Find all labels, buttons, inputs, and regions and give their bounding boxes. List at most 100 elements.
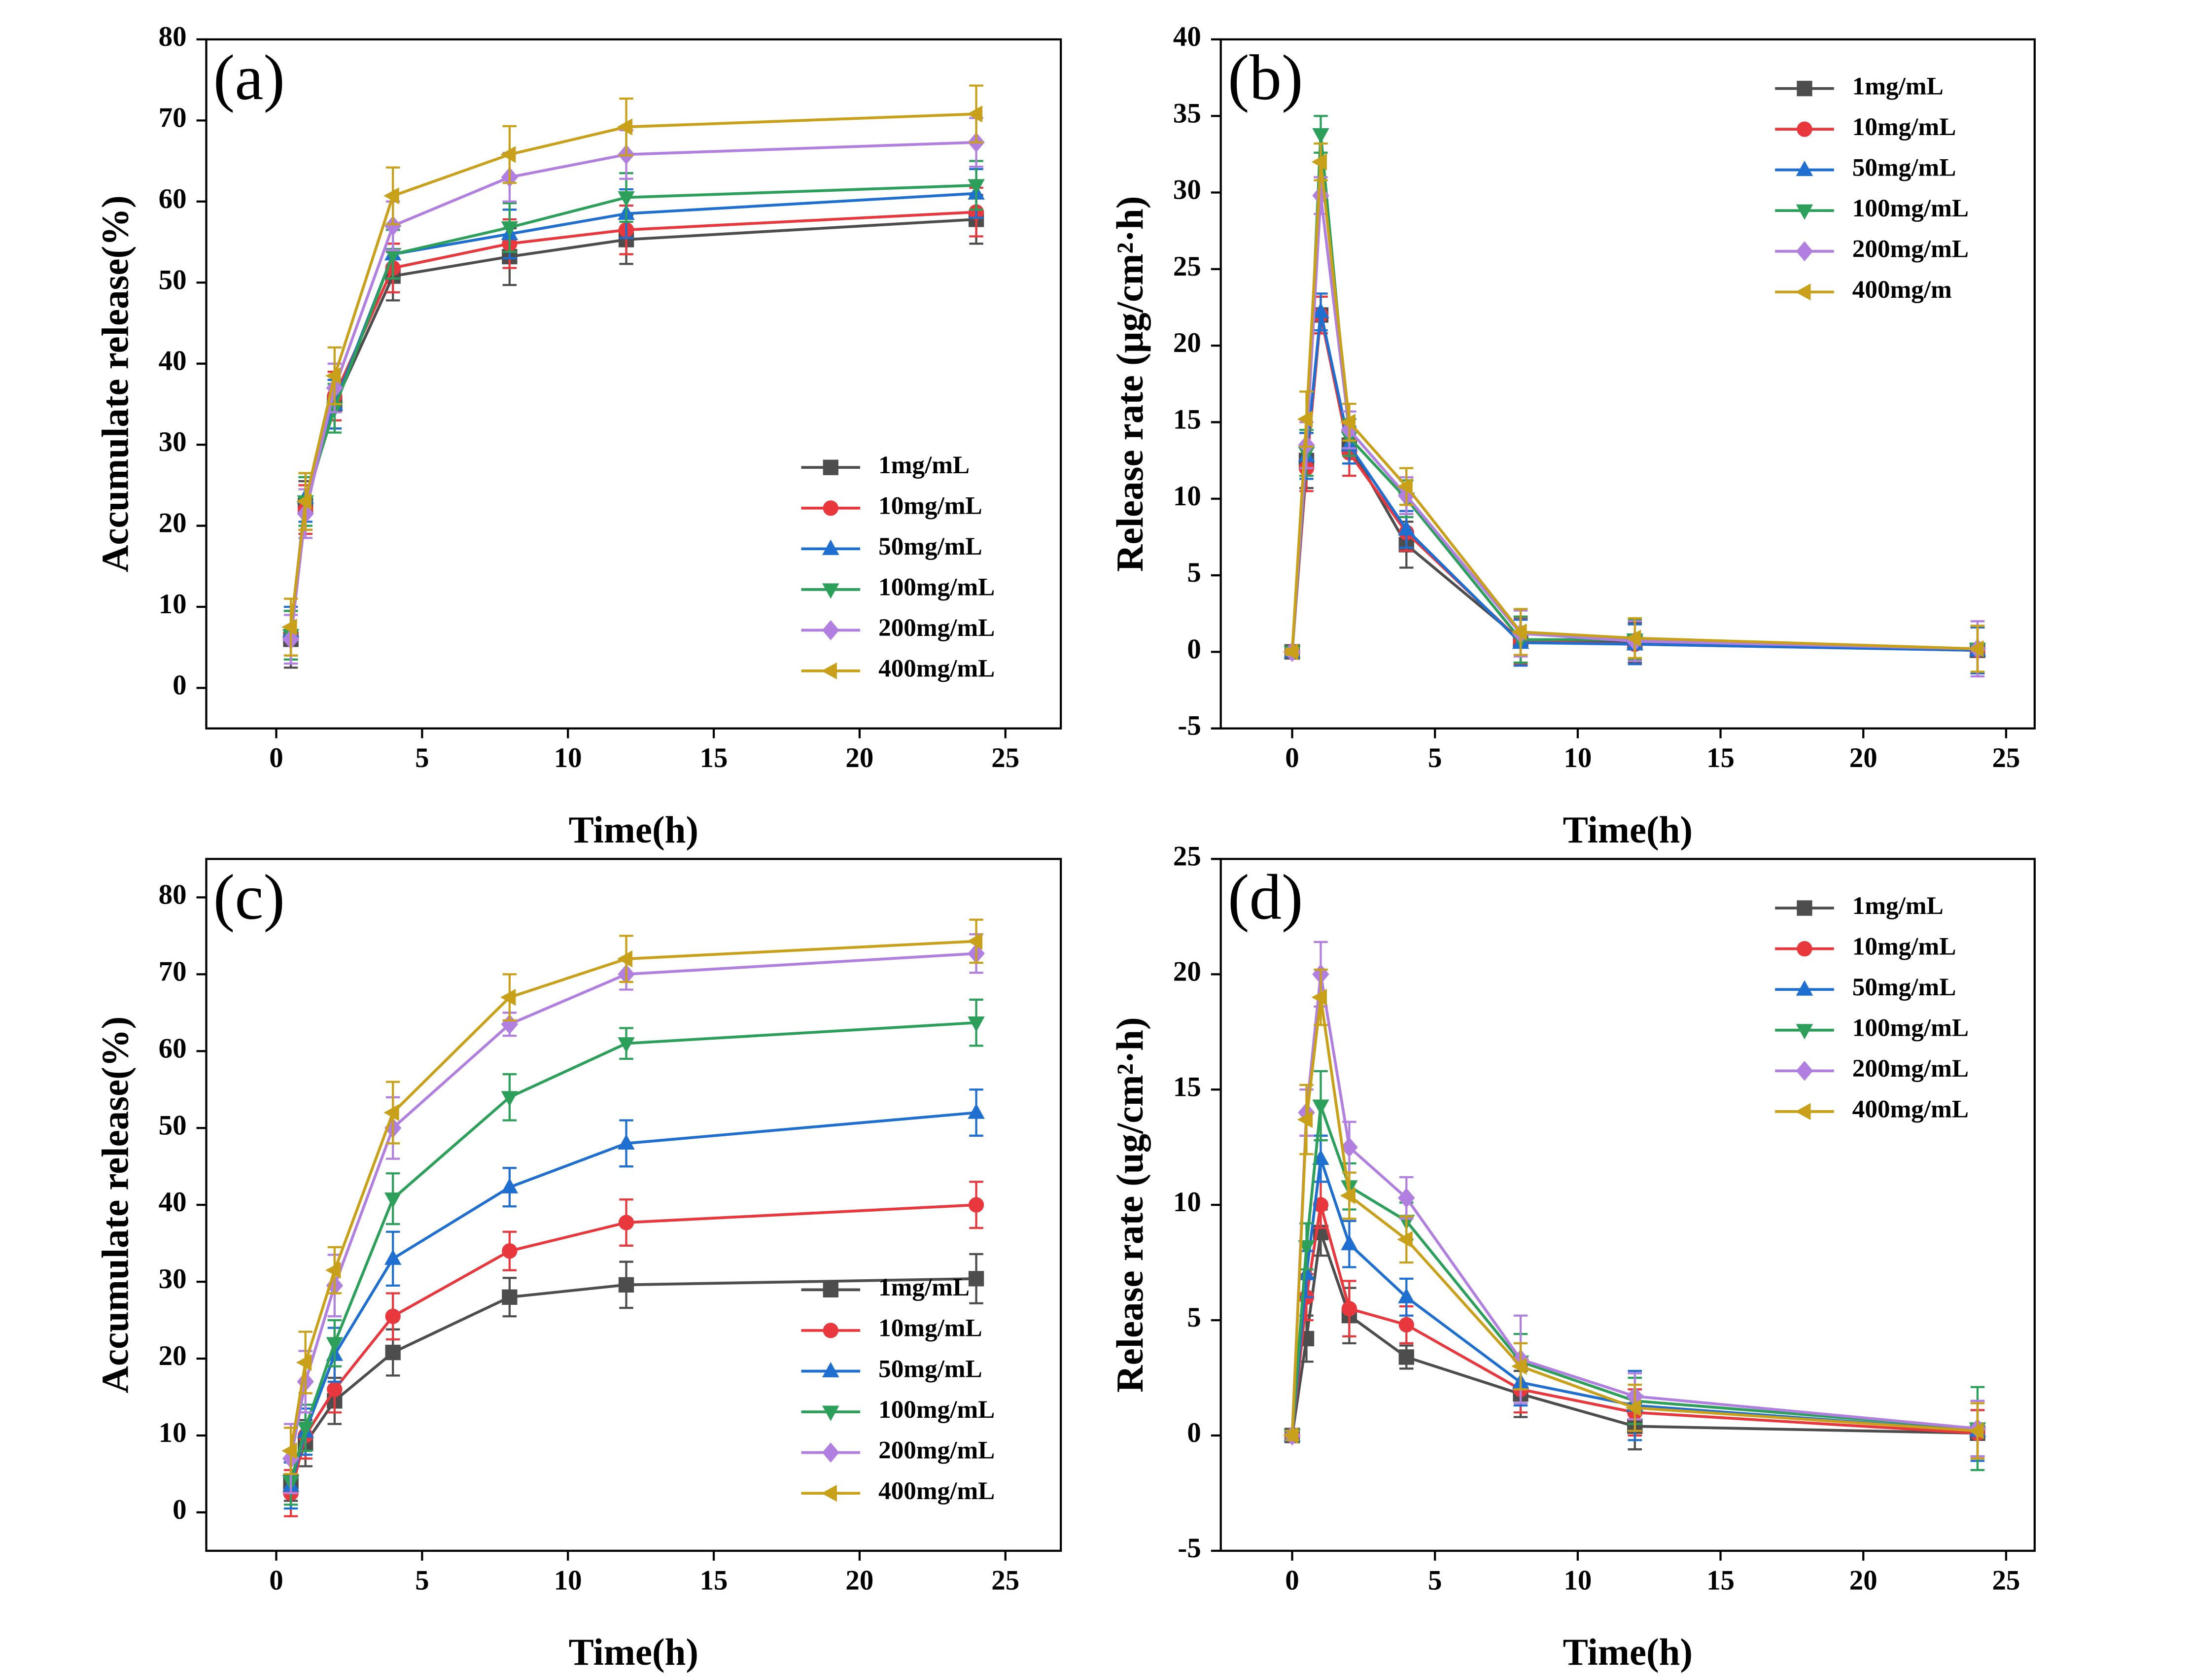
x-tick-label: 15: [1706, 1565, 1735, 1596]
data-point: [1341, 1301, 1357, 1317]
y-tick-label: 50: [159, 1110, 187, 1141]
data-point: [617, 118, 633, 136]
data-point: [1312, 1099, 1329, 1115]
legend-label: 400mg/m: [1852, 276, 1952, 304]
y-tick-label: 20: [159, 508, 187, 539]
legend-marker: [1797, 900, 1812, 916]
y-tick-label: 50: [159, 264, 187, 295]
y-tick-label: 10: [159, 589, 187, 620]
y-tick-label: 35: [1173, 98, 1201, 129]
legend-label: 200mg/mL: [1852, 235, 1969, 263]
legend-label: 100mg/mL: [1852, 194, 1969, 222]
data-point: [1398, 1349, 1414, 1365]
data-point: [1968, 640, 1984, 658]
data-point: [502, 1243, 518, 1259]
legend-label: 200mg/mL: [878, 1436, 995, 1464]
data-point: [618, 191, 635, 207]
x-tick-label: 20: [1849, 1565, 1877, 1596]
data-point: [325, 1261, 341, 1279]
y-tick-label: 30: [1173, 175, 1201, 206]
y-tick-label: 80: [159, 879, 187, 910]
data-point: [1398, 520, 1415, 536]
data-point: [501, 1178, 519, 1193]
x-tick-label: 0: [1285, 742, 1299, 773]
y-axis-title: Release rate (ug/cm²·h): [1109, 1017, 1151, 1393]
x-tick-label: 5: [1428, 742, 1442, 773]
data-point: [384, 215, 402, 236]
legend-label: 10mg/mL: [1852, 113, 1956, 141]
data-point: [296, 1354, 312, 1371]
plot-frame: [205, 38, 1062, 730]
x-tick-label: 10: [554, 742, 582, 773]
data-point: [1340, 1187, 1355, 1204]
data-point: [1398, 1317, 1414, 1333]
data-point: [281, 1442, 297, 1460]
data-point: [385, 1344, 401, 1361]
series-line: [1290, 997, 1978, 1436]
data-point: [326, 1337, 344, 1353]
data-point: [1297, 1111, 1313, 1128]
legend-marker: [821, 662, 837, 680]
x-tick-label: 20: [845, 742, 873, 773]
series: [1284, 295, 1985, 674]
legend-label: 50mg/mL: [1852, 153, 1956, 181]
legend-label: 1mg/mL: [878, 1273, 970, 1301]
panel-label: (c): [213, 862, 285, 933]
data-point: [1312, 303, 1329, 318]
legend-marker: [822, 583, 839, 599]
x-tick-label: 10: [1564, 742, 1592, 773]
y-tick-label: 0: [173, 1494, 186, 1525]
data-point: [1311, 988, 1327, 1006]
y-tick-label: 5: [1187, 1302, 1201, 1333]
legend-label: 400mg/mL: [878, 655, 995, 683]
legend-label: 50mg/mL: [1852, 973, 1956, 1001]
y-tick-label: 20: [1173, 956, 1201, 987]
y-axis-title: Release rate (μg/cm²·h): [1109, 196, 1151, 572]
x-axis-title: Time(h): [569, 1631, 698, 1673]
x-axis-title: Time(h): [569, 809, 698, 851]
x-tick-label: 25: [1992, 742, 2020, 773]
legend-marker: [1796, 1060, 1813, 1081]
legend-label: 1mg/mL: [1852, 72, 1944, 100]
legend-marker: [822, 1442, 839, 1463]
series-line: [1290, 1204, 1978, 1436]
data-point: [500, 146, 516, 163]
data-point: [1311, 153, 1327, 171]
legend-marker: [822, 1405, 839, 1421]
y-tick-label: 20: [159, 1340, 187, 1371]
legend-label: 200mg/mL: [878, 614, 995, 642]
data-point: [1297, 411, 1313, 428]
data-point: [1397, 478, 1413, 495]
legend-label: 400mg/mL: [878, 1477, 995, 1505]
data-point: [383, 1104, 399, 1121]
legend-marker: [1796, 241, 1813, 262]
series: [281, 918, 983, 1475]
legend-marker: [822, 620, 839, 640]
y-tick-label: 10: [159, 1417, 187, 1448]
legend-marker: [1795, 283, 1811, 301]
data-point: [618, 1215, 634, 1230]
x-tick-label: 15: [1706, 742, 1735, 773]
y-tick-label: 5: [1187, 557, 1201, 588]
legend-marker: [821, 1484, 837, 1502]
data-point: [281, 618, 297, 636]
y-axis-title: Accumulate release(%): [95, 195, 137, 572]
legend-marker: [1796, 1024, 1813, 1040]
x-tick-label: 25: [991, 1565, 1019, 1596]
y-tick-label: 0: [1187, 1417, 1201, 1448]
x-tick-label: 0: [269, 1565, 283, 1596]
y-tick-label: 70: [159, 102, 187, 133]
data-point: [383, 187, 399, 205]
data-point: [501, 1014, 519, 1035]
legend-marker: [822, 1362, 839, 1378]
x-tick-label: 0: [269, 742, 283, 773]
data-point: [967, 105, 983, 123]
data-point: [1968, 1422, 1984, 1439]
data-point: [1625, 1399, 1641, 1417]
legend-marker: [1797, 121, 1812, 137]
plot-frame: [1219, 858, 2036, 1552]
legend-label: 400mg/mL: [1852, 1095, 1969, 1123]
series: [281, 84, 983, 657]
data-point: [384, 1249, 402, 1265]
data-point: [1283, 1427, 1299, 1444]
